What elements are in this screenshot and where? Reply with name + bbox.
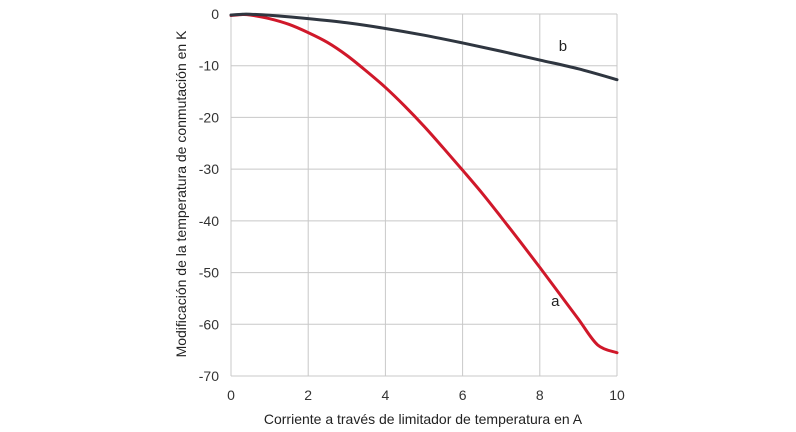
x-tick-label: 6 bbox=[459, 387, 467, 403]
y-tick-label: 0 bbox=[211, 6, 219, 22]
series-lines bbox=[229, 12, 619, 355]
y-tick-label: -10 bbox=[199, 58, 219, 74]
series-line-a bbox=[229, 12, 619, 355]
series-label-b: b bbox=[559, 38, 567, 55]
series-labels: ab bbox=[551, 38, 567, 310]
y-tick-label: -50 bbox=[199, 265, 219, 281]
x-tick-label: 2 bbox=[304, 387, 312, 403]
x-tick-label: 4 bbox=[382, 387, 390, 403]
x-tick-label: 0 bbox=[227, 387, 235, 403]
series-line-b bbox=[229, 12, 619, 82]
y-tick-label: -30 bbox=[199, 161, 219, 177]
y-tick-label: -70 bbox=[199, 368, 219, 384]
x-tick-label: 8 bbox=[536, 387, 544, 403]
y-tick-label: -40 bbox=[199, 213, 219, 229]
series-label-a: a bbox=[551, 293, 560, 310]
grid-lines bbox=[230, 13, 618, 377]
y-tick-label: -60 bbox=[199, 316, 219, 332]
x-tick-label: 10 bbox=[609, 387, 625, 403]
x-axis-title: Corriente a través de limitador de tempe… bbox=[264, 411, 583, 427]
y-axis-title: Modificación de la temperatura de conmut… bbox=[173, 30, 189, 358]
y-axis-ticks: 0 -10 -20 -30 -40 -50 -60 -70 bbox=[199, 6, 219, 384]
x-axis-ticks: 0 2 4 6 8 10 bbox=[227, 387, 625, 403]
y-tick-label: -20 bbox=[199, 109, 219, 125]
